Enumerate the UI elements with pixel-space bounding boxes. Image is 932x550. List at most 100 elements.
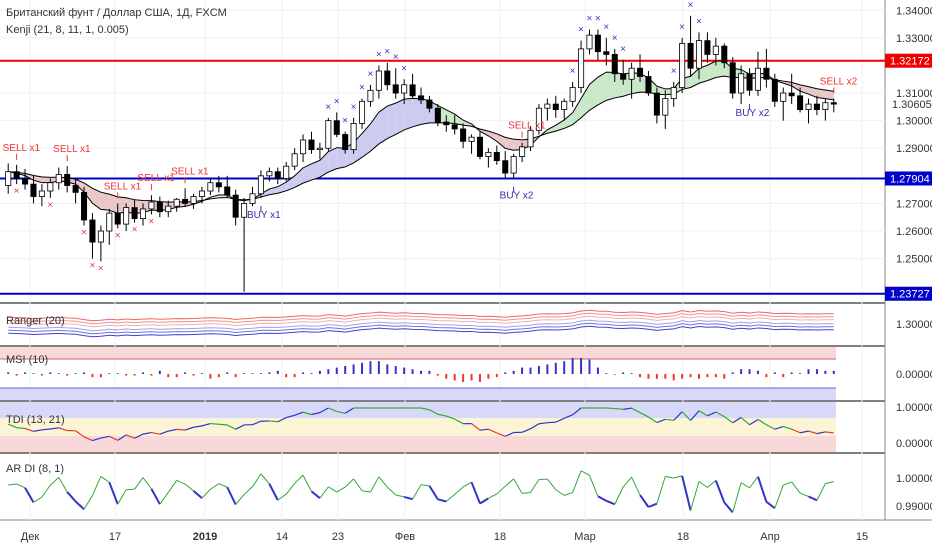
buy-signal-label: BUY x2 — [736, 108, 770, 119]
ardi-line-segment — [681, 475, 692, 511]
ardi-line-segment — [690, 481, 700, 511]
fractal-x-marker: × — [148, 216, 154, 227]
fractal-x-marker: × — [367, 69, 373, 80]
price-tick-label: 1.25000 — [896, 254, 932, 266]
ardi-line-segment — [310, 490, 321, 499]
tdi-line-segment — [75, 430, 85, 438]
fractal-x-marker: × — [342, 116, 348, 127]
candle-body — [232, 194, 239, 218]
tdi-line-segment — [302, 411, 312, 416]
ardi-line-segment — [522, 492, 531, 494]
ardi-line-segment — [201, 488, 211, 499]
tdi-line-segment — [24, 427, 34, 432]
tdi-line-segment — [286, 414, 295, 419]
ema-cloud-segment — [362, 123, 371, 158]
tdi-line-segment — [656, 418, 666, 424]
candle-body — [679, 42, 686, 88]
ranger-lower-band-2 — [8, 322, 834, 335]
candle-body — [392, 84, 399, 94]
ardi-line-segment — [530, 479, 540, 493]
price-tick-label: 1.33000 — [896, 33, 932, 45]
fractal-x-marker: × — [688, 0, 694, 11]
ardi-line-segment — [546, 478, 557, 491]
ardi-line-segment — [378, 476, 388, 488]
fractal-x-marker: × — [359, 83, 365, 94]
ema-cloud-segment — [84, 182, 93, 204]
candle-body — [637, 67, 644, 77]
candle-body — [55, 174, 62, 184]
ardi-line-segment — [732, 482, 742, 513]
tdi-mid-zone — [0, 418, 836, 436]
fractal-x-marker: × — [586, 14, 592, 25]
time-tick-label: Мар — [574, 531, 596, 543]
sell-signal-label: SELL x1 — [137, 173, 175, 184]
tdi-line-segment — [749, 418, 759, 426]
candle-body — [72, 185, 79, 193]
candle-body — [308, 139, 315, 151]
tdi-line-segment — [319, 407, 329, 414]
ema-cloud-segment — [505, 137, 514, 151]
tdi-line-segment — [446, 415, 455, 420]
ema-cloud-segment — [294, 167, 304, 188]
candle-body — [182, 198, 189, 204]
ema-cloud-segment — [690, 68, 699, 88]
ardi-line-segment — [176, 479, 186, 485]
axes: 1.34000 1.33000 1.31000 1.30000 1.29000 1.270… — [21, 5, 932, 543]
tdi-line-segment — [791, 428, 801, 434]
candle-body — [670, 87, 677, 99]
ema-cloud-segment — [564, 112, 573, 129]
tdi-line-segment — [715, 411, 725, 418]
ardi-line-segment — [210, 483, 220, 490]
candle-body — [173, 198, 180, 207]
candle-body — [47, 182, 54, 192]
candle-body — [300, 139, 307, 155]
ranger-lower-band-3 — [8, 325, 834, 338]
ardi-line-segment — [622, 476, 632, 488]
price-tick-label: 1.34000 — [896, 5, 932, 17]
candle-body — [22, 178, 29, 185]
candle-body — [401, 84, 408, 94]
candle-body — [207, 182, 214, 192]
time-tick-label: 18 — [677, 531, 689, 543]
ardi-line-segment — [8, 483, 17, 486]
ardi-line-segment — [723, 501, 734, 514]
ardi-line-segment — [504, 478, 514, 487]
ema-cloud-segment — [100, 192, 110, 211]
candle-body — [704, 40, 711, 55]
candle-body — [721, 45, 728, 64]
tdi-line-segment — [109, 435, 118, 441]
candle-body — [788, 92, 795, 97]
fractal-x-marker: × — [578, 25, 584, 36]
ardi-line-segment — [648, 502, 658, 508]
candle-body — [375, 70, 382, 91]
candle-body — [653, 92, 660, 116]
tdi-tick-label: 0.00000 — [896, 438, 932, 450]
ema-cloud-segment — [319, 151, 329, 178]
fractal-x-marker: × — [89, 261, 95, 272]
ardi-line-segment — [386, 486, 397, 496]
chart-title: Британский фунт / Доллар США, 1Д, FXCM — [6, 7, 227, 19]
tdi-line-segment — [117, 434, 127, 441]
ema-cloud-segment — [581, 84, 590, 118]
tdi-line-segment — [420, 407, 430, 411]
ardi-line-segment — [496, 485, 506, 495]
candle-body — [274, 171, 281, 179]
ema-cloud-segment — [606, 72, 615, 101]
ema-cloud-segment — [572, 98, 582, 125]
ardi-line-segment — [91, 476, 102, 496]
ardi-line-segment — [16, 483, 26, 489]
candle-body — [451, 124, 458, 130]
fractal-x-marker: × — [376, 49, 382, 60]
tdi-line-segment — [33, 429, 43, 432]
fractal-x-marker: × — [47, 200, 53, 211]
tdi-line-segment — [488, 428, 498, 434]
candle-body — [822, 102, 829, 111]
ardi-line-segment — [403, 495, 413, 501]
legends: Британский фунт / Доллар США, 1Д, FXCM K… — [6, 7, 227, 475]
tdi-line-segment — [665, 418, 674, 421]
ardi-line-segment — [740, 482, 750, 489]
tdi-line-segment — [690, 410, 700, 421]
ardi-line-segment — [513, 478, 523, 494]
candle-body — [535, 107, 542, 131]
